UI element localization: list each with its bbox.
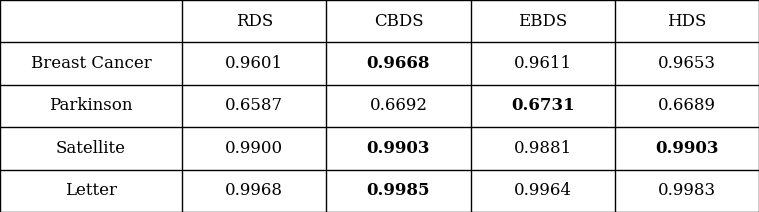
Text: 0.9964: 0.9964 xyxy=(514,182,572,199)
Text: HDS: HDS xyxy=(667,13,707,30)
Text: CBDS: CBDS xyxy=(373,13,424,30)
Text: Parkinson: Parkinson xyxy=(49,98,133,114)
Text: 0.6689: 0.6689 xyxy=(658,98,716,114)
Text: Letter: Letter xyxy=(65,182,117,199)
Text: 0.6692: 0.6692 xyxy=(370,98,427,114)
Text: 0.9903: 0.9903 xyxy=(367,140,430,157)
Text: RDS: RDS xyxy=(235,13,273,30)
Text: Satellite: Satellite xyxy=(56,140,126,157)
Text: 0.9903: 0.9903 xyxy=(655,140,719,157)
Text: 0.9601: 0.9601 xyxy=(225,55,283,72)
Text: 0.9900: 0.9900 xyxy=(225,140,283,157)
Text: 0.9611: 0.9611 xyxy=(514,55,572,72)
Text: 0.9985: 0.9985 xyxy=(367,182,430,199)
Text: 0.9881: 0.9881 xyxy=(514,140,572,157)
Text: 0.6731: 0.6731 xyxy=(511,98,575,114)
Text: 0.9653: 0.9653 xyxy=(658,55,716,72)
Text: Breast Cancer: Breast Cancer xyxy=(30,55,152,72)
Text: EBDS: EBDS xyxy=(518,13,567,30)
Text: 0.9968: 0.9968 xyxy=(225,182,283,199)
Text: 0.6587: 0.6587 xyxy=(225,98,283,114)
Text: 0.9668: 0.9668 xyxy=(367,55,430,72)
Text: 0.9983: 0.9983 xyxy=(658,182,716,199)
